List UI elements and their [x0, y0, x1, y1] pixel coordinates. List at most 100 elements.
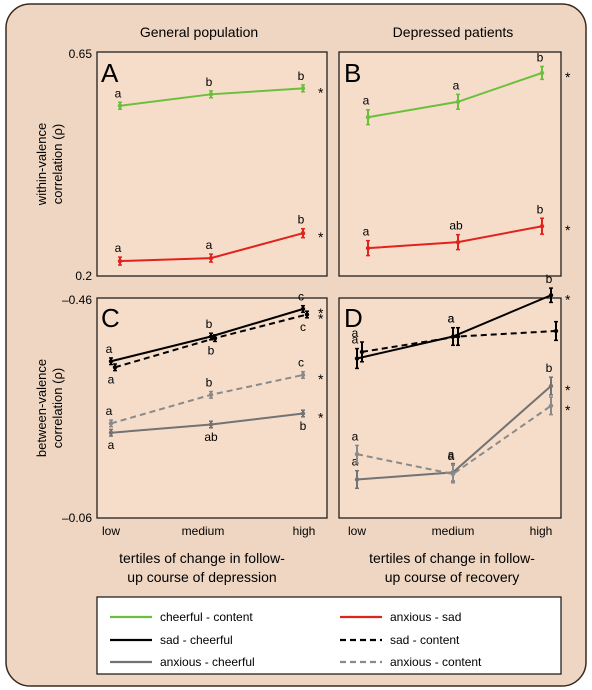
legend-label-anxious_content: anxious - content	[390, 655, 482, 669]
data-point-D-anxious_content-0	[355, 452, 359, 456]
significance-label-A-anxious_sad-0: a	[115, 241, 122, 255]
y-axis-label-top-line1: within-valence	[34, 123, 49, 206]
significance-label-C-sad_cheerful-1: b	[206, 317, 213, 331]
x-tick-left-high: high	[293, 524, 316, 538]
significance-star-C-anxious_content: *	[318, 371, 324, 387]
data-point-B-cheerful_content-2	[540, 71, 544, 75]
y-tick-bottom-max: –0.46	[62, 293, 92, 307]
panel-letter-B: B	[344, 58, 361, 88]
significance-star-A-cheerful_content: *	[318, 84, 324, 100]
data-point-D-anxious_cheerful-2	[549, 384, 553, 388]
data-point-D-sad_cheerful-0	[355, 356, 359, 360]
significance-label-B-cheerful_content-0: a	[363, 94, 370, 108]
x-tick-left-low: low	[102, 524, 120, 538]
panel-letter-C: C	[101, 303, 120, 333]
data-point-D-sad_content-2	[554, 329, 558, 333]
data-point-C-anxious_cheerful-2	[301, 411, 305, 415]
data-point-A-cheerful_content-0	[118, 104, 122, 108]
x-tick-right-high: high	[530, 524, 553, 538]
significance-star-B-cheerful_content: *	[565, 69, 571, 85]
data-point-D-anxious_cheerful-0	[355, 477, 359, 481]
y-axis-label-bottom-line1: between-valence	[34, 359, 49, 457]
legend-label-cheerful_content: cheerful - content	[160, 610, 253, 624]
significance-label-B-anxious_sad-0: a	[363, 225, 370, 239]
y-tick-bottom-min: –0.06	[62, 511, 92, 525]
data-point-A-cheerful_content-2	[301, 86, 305, 90]
x-axis-label-left-line1: tertiles of change in follow-	[119, 550, 285, 566]
data-point-C-anxious_content-0	[109, 421, 113, 425]
data-point-D-anxious_content-1	[451, 472, 455, 476]
data-point-B-cheerful_content-0	[366, 115, 370, 119]
panel-D-bg	[339, 298, 561, 518]
data-point-D-sad_content-1	[456, 334, 460, 338]
significance-label-D-anxious_cheerful-2: b	[546, 361, 553, 375]
data-point-A-cheerful_content-1	[209, 92, 213, 96]
significance-label-C-sad_content-1: b	[208, 343, 215, 357]
legend-label-anxious_sad: anxious - sad	[390, 610, 461, 624]
panel-letter-A: A	[101, 58, 119, 88]
significance-label-C-sad_cheerful-2: c	[298, 290, 304, 304]
significance-label-B-anxious_sad-1: ab	[449, 219, 463, 233]
data-point-B-anxious_sad-0	[366, 246, 370, 250]
significance-star-D-sad_cheerful: *	[565, 291, 571, 307]
significance-label-C-sad_content-2: c	[300, 320, 306, 334]
legend-label-sad_cheerful: sad - cheerful	[160, 633, 233, 647]
data-point-C-anxious_cheerful-1	[209, 422, 213, 426]
data-point-D-sad_content-0	[360, 350, 364, 354]
legend-label-sad_content: sad - content	[390, 633, 460, 647]
x-tick-right-medium: medium	[432, 524, 475, 538]
data-point-C-sad_cheerful-2	[301, 307, 305, 311]
data-point-C-anxious_cheerful-0	[109, 431, 113, 435]
data-point-A-anxious_sad-0	[118, 259, 122, 263]
significance-label-C-anxious_content-0: a	[106, 404, 113, 418]
column-title-patients: Depressed patients	[393, 24, 514, 40]
significance-star-D-anxious_content: *	[565, 402, 571, 418]
significance-label-A-anxious_sad-2: b	[298, 213, 305, 227]
data-point-C-anxious_content-2	[301, 373, 305, 377]
data-point-C-anxious_content-1	[209, 393, 213, 397]
data-point-C-sad_cheerful-0	[109, 359, 113, 363]
significance-label-B-cheerful_content-2: b	[537, 50, 544, 64]
data-point-A-anxious_sad-2	[301, 231, 305, 235]
significance-label-D-sad_content-0: a	[352, 326, 359, 340]
y-tick-top-max: 0.65	[69, 47, 93, 61]
data-point-C-sad_content-2	[305, 312, 309, 316]
significance-label-C-anxious_cheerful-1: ab	[204, 430, 218, 444]
significance-label-A-cheerful_content-0: a	[115, 86, 122, 100]
significance-label-A-cheerful_content-2: b	[298, 69, 305, 83]
significance-label-C-anxious_cheerful-2: b	[300, 419, 307, 433]
significance-label-B-anxious_sad-2: b	[537, 202, 544, 216]
significance-label-D-sad_content-1: a	[448, 312, 455, 326]
data-point-B-anxious_sad-1	[456, 240, 460, 244]
data-point-B-anxious_sad-2	[540, 224, 544, 228]
column-title-general: General population	[140, 24, 258, 40]
significance-label-C-anxious_content-1: b	[206, 376, 213, 390]
significance-star-C-sad_content: *	[318, 311, 324, 327]
x-axis-label-left-line2: up course of depression	[127, 569, 276, 585]
significance-label-D-anxious_content-1: a	[448, 449, 455, 463]
data-point-C-sad_content-0	[113, 365, 117, 369]
data-point-A-anxious_sad-1	[209, 256, 213, 260]
significance-label-A-cheerful_content-1: b	[206, 75, 213, 89]
significance-label-C-sad_content-0: a	[108, 373, 115, 387]
y-tick-top-min: 0.2	[75, 269, 92, 283]
significance-label-D-sad_cheerful-2: b	[546, 272, 553, 286]
x-axis-label-right-line2: up course of recovery	[385, 569, 520, 585]
significance-star-B-anxious_sad: *	[565, 222, 571, 238]
significance-star-C-anxious_cheerful: *	[318, 410, 324, 426]
legend-label-anxious_cheerful: anxious - cheerful	[160, 655, 255, 669]
legend: cheerful - content anxious - sad sad - che…	[97, 597, 561, 674]
data-point-D-sad_cheerful-2	[549, 293, 553, 297]
x-tick-right-low: low	[348, 524, 366, 538]
x-axis-label-right-line1: tertiles of change in follow-	[369, 550, 535, 566]
data-point-D-anxious_content-2	[549, 404, 553, 408]
significance-star-A-anxious_sad: *	[318, 229, 324, 245]
y-axis-label-top-line2: correlation (ρ)	[50, 124, 65, 204]
significance-label-B-cheerful_content-1: a	[453, 78, 460, 92]
significance-star-D-anxious_cheerful: *	[565, 382, 571, 398]
significance-label-C-anxious_cheerful-0: a	[108, 438, 115, 452]
significance-label-C-anxious_content-2: c	[298, 356, 304, 370]
significance-label-A-anxious_sad-1: a	[206, 238, 213, 252]
data-point-C-sad_content-1	[213, 336, 217, 340]
